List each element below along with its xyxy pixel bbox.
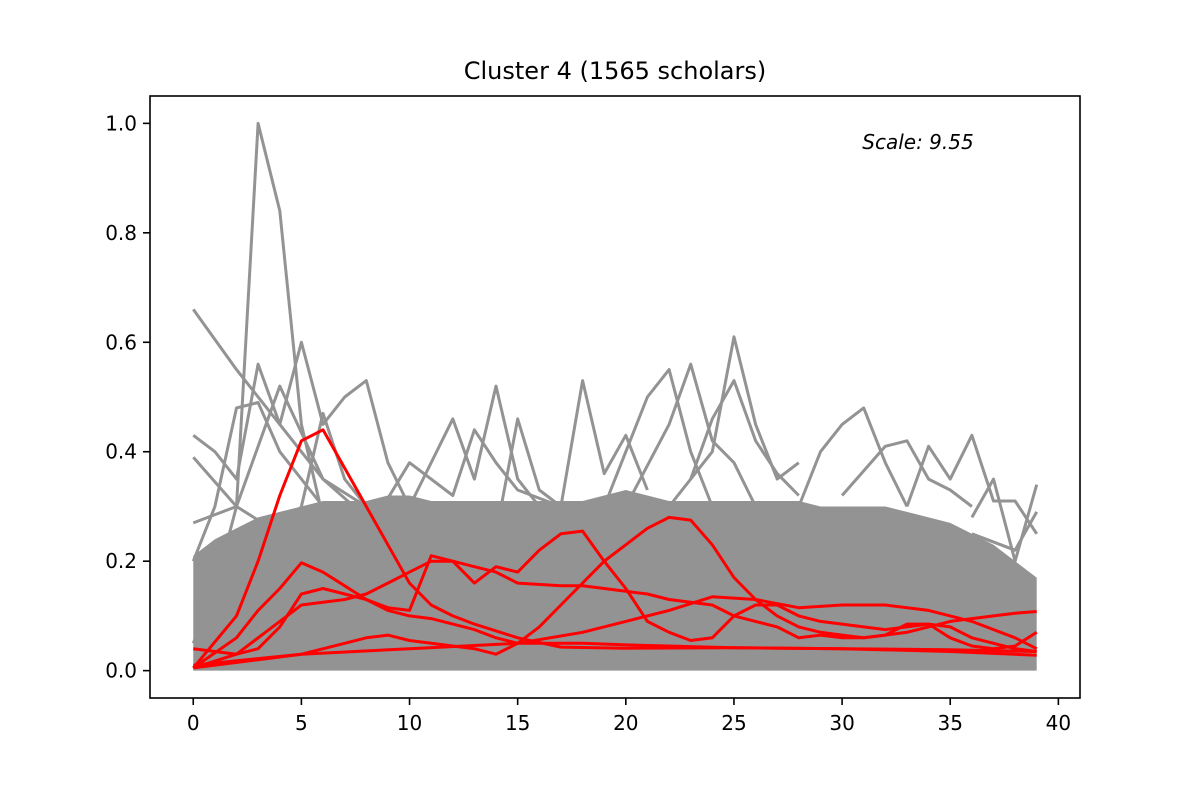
x-tick-label: 10 [397,711,422,735]
background-series-line-16 [905,433,1038,535]
x-tick-label: 40 [1046,711,1071,735]
background-series-line-4 [192,340,411,508]
background-series-line-3 [191,401,368,562]
background-series-line-1 [191,121,410,644]
background-series-line-6 [192,411,368,536]
background-series-line-11 [624,362,757,508]
highlight-series-line-6 [193,595,1038,667]
highlight-series-line-3 [192,559,1037,670]
background-series-line-13 [689,379,800,497]
x-tick-label: 30 [829,711,854,735]
scale-annotation: Scale: 9.55 [862,130,973,154]
y-tick-label: 0.2 [105,549,137,573]
background-series-line-8 [408,384,541,508]
x-tick-label: 35 [938,711,963,735]
background-series-band [193,490,1037,671]
background-series-line-7 [365,428,562,535]
background-series-line-17 [970,477,1039,563]
axes-frame [149,95,1081,699]
background-series-line-18 [971,511,1039,552]
background-series-line-14 [797,406,909,508]
highlight-series-line-4 [193,529,1038,656]
x-tick-label: 15 [505,711,530,735]
x-tick-label: 0 [187,711,200,735]
x-tick-label: 5 [295,711,308,735]
x-tick-label: 20 [613,711,638,735]
x-axis: 0 5 10 15 20 25 30 35 40 [187,698,1071,735]
y-tick-label: 0.4 [105,440,137,464]
background-series-line-15 [840,439,973,508]
y-tick-label: 0.8 [105,221,137,245]
y-tick-label: 0.6 [105,330,137,354]
highlight-series-line-5 [193,515,1037,670]
plot-area [191,121,1039,671]
background-series-line-9 [494,379,649,535]
background-series-outliers [191,121,1039,644]
x-tick-label: 25 [721,711,746,735]
y-tick-label: 0.0 [105,659,137,683]
background-series-line-5 [192,384,368,508]
chart-title: Cluster 4 (1565 scholars) [464,57,766,85]
highlight-series-line-2 [192,561,1037,670]
highlighted-series [192,428,1038,670]
y-axis: 0.0 0.2 0.4 0.6 0.8 1.0 [105,111,150,683]
y-tick-label: 1.0 [105,111,137,135]
